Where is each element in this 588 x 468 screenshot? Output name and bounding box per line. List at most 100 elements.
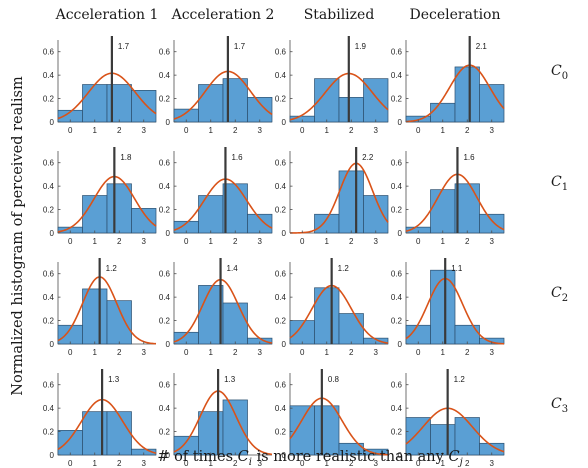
x-tick-label: 3 [490,237,495,246]
histogram-bar [247,97,273,123]
y-tick-label: 0 [50,451,55,460]
x-tick-label: 3 [374,126,379,135]
histogram-panel: 1.7 0 0.2 0.4 0.6 0 1 2 3 [159,36,273,135]
y-tick-label: 0 [398,229,403,238]
histogram-bar [454,66,480,123]
y-tick-label: 0.4 [391,182,403,191]
x-tick-label: 2 [117,348,122,357]
histogram-bar [338,97,364,123]
histogram-bar [454,324,480,345]
x-tick-label: 2 [349,126,354,135]
x-tick-label: 2 [117,126,122,135]
histogram-bar [198,285,224,345]
x-axis-label: # of times Ci is more realistic than any… [157,449,462,468]
column-title: Acceleration 1 [55,7,159,23]
histogram-panel: 1.2 0 0.2 0.4 0.6 0 1 2 3 [391,369,505,468]
y-tick-label: 0.6 [159,159,171,168]
x-tick-label: 0 [416,348,421,357]
histogram-bar [314,405,340,456]
histogram-bar [131,90,157,123]
y-tick-label: 0.4 [275,293,287,302]
y-tick-label: 0.4 [43,404,55,413]
histogram-bar [222,302,248,345]
normal-fit-curve [405,407,505,453]
histogram-bar [338,170,364,234]
histogram-panel: 1.6 0 0.2 0.4 0.6 0 1 2 3 [391,147,505,246]
y-tick-label: 0.6 [43,159,55,168]
histogram-bar [82,84,108,123]
x-tick-label: 0 [416,459,421,468]
normal-fit-curve [57,72,157,120]
histogram-panel: 2.1 0 0.2 0.4 0.6 0 1 2 3 [391,36,505,135]
x-tick-label: 2 [465,237,470,246]
x-tick-label: 3 [490,348,495,357]
x-axis-label-part: j [458,457,463,468]
x-tick-label: 0 [184,237,189,246]
y-tick-label: 0.6 [391,270,403,279]
x-tick-label: 2 [233,348,238,357]
mean-label: 2.2 [362,153,374,162]
normal-fit-curve [57,398,157,454]
mean-label: 1.7 [118,42,130,51]
mean-label: 1.8 [120,153,132,162]
histogram-bar [57,430,83,456]
y-tick-label: 0 [282,451,287,460]
mean-label: 1.1 [451,264,463,273]
x-tick-label: 1 [93,459,98,468]
normal-fit-curve [173,178,273,231]
histogram-bar [454,417,480,456]
y-tick-label: 0 [50,340,55,349]
y-tick-label: 0.2 [43,428,55,437]
x-tick-label: 3 [142,348,147,357]
column-titles: Acceleration 1 Acceleration 2 Stabilized De… [55,7,501,23]
y-tick-label: 0.6 [391,381,403,390]
y-tick-label: 0.2 [391,95,403,104]
x-tick-label: 1 [209,126,214,135]
histogram-panel: 1.2 0 0.2 0.4 0.6 0 1 2 3 [43,258,157,357]
mean-label: 1.2 [106,264,118,273]
histogram-bar [338,313,364,345]
mean-label: 1.6 [231,153,243,162]
histogram-panel: 1.8 0 0.2 0.4 0.6 0 1 2 3 [43,147,157,246]
row-label: C2 [551,285,568,304]
x-tick-label: 2 [465,126,470,135]
y-tick-label: 0.6 [391,159,403,168]
x-tick-label: 2 [233,459,238,468]
row-label: C0 [551,63,568,82]
y-tick-label: 0.2 [391,206,403,215]
normal-fit-curve [173,70,273,120]
x-tick-label: 3 [142,459,147,468]
x-tick-label: 1 [441,237,446,246]
x-tick-label: 0 [68,348,73,357]
histogram-panel: 1.9 0 0.2 0.4 0.6 0 1 2 3 [275,36,389,135]
normal-fit-curve [289,284,389,344]
y-tick-label: 0.4 [43,182,55,191]
x-tick-label: 0 [300,459,305,468]
histogram-bar [82,411,108,456]
y-tick-label: 0.2 [159,428,171,437]
y-tick-label: 0.4 [43,71,55,80]
x-tick-label: 1 [325,126,330,135]
y-tick-label: 0.6 [159,381,171,390]
y-tick-label: 0.2 [159,95,171,104]
histogram-bar [314,287,340,345]
x-tick-label: 0 [300,348,305,357]
histogram-bar [289,405,315,456]
histogram-bar [106,300,132,345]
histogram-bar [222,78,248,123]
mean-label: 0.8 [328,375,340,384]
x-tick-label: 1 [93,126,98,135]
normal-fit-curve [289,72,389,121]
y-tick-label: 0.4 [159,182,171,191]
x-tick-label: 0 [416,126,421,135]
x-tick-label: 1 [441,459,446,468]
y-tick-label: 0.6 [275,48,287,57]
y-tick-label: 0.6 [43,270,55,279]
row-label-base: C [551,285,562,301]
histogram-bar [106,411,132,456]
mean-label: 1.2 [338,264,350,273]
histogram-panel: 0.8 0 0.2 0.4 0.6 0 1 2 3 [275,369,389,468]
x-tick-label: 0 [300,126,305,135]
y-tick-label: 0.2 [275,206,287,215]
